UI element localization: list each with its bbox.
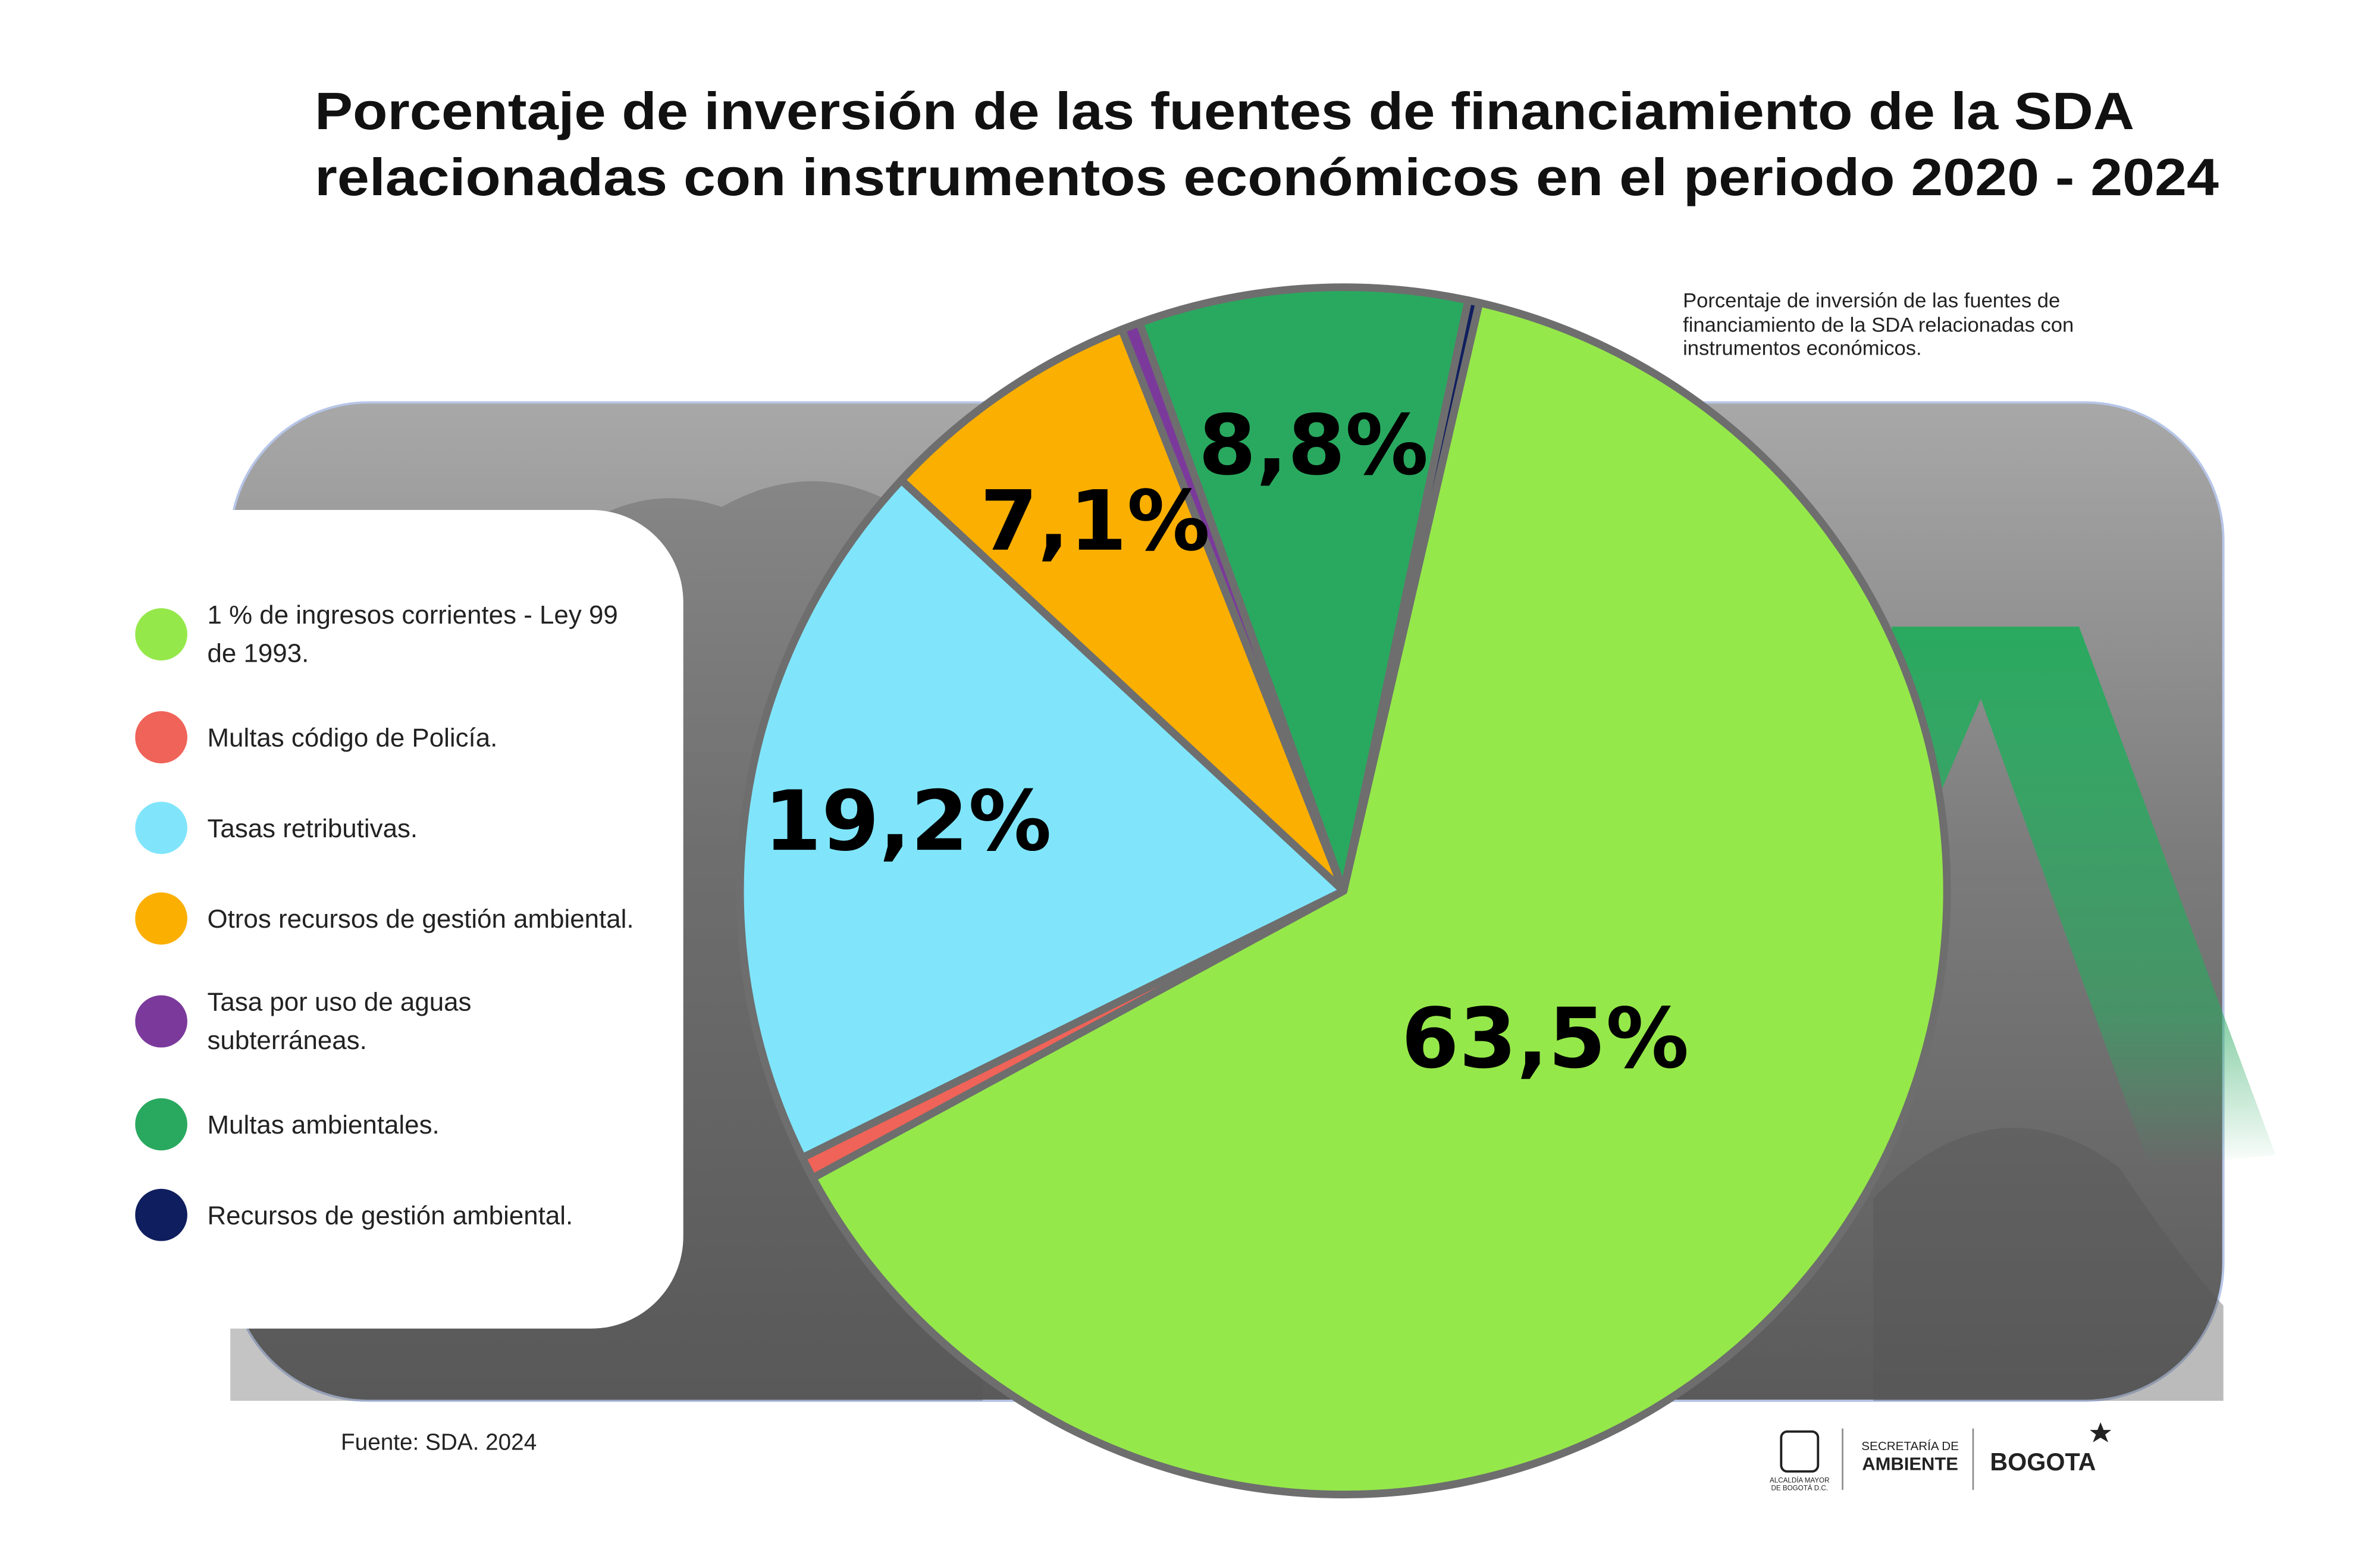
legend: 1 % de ingresos corrientes - Ley 99 de 1… [135, 596, 672, 1241]
legend-swatch [135, 892, 187, 945]
logo-text: AMBIENTE [1862, 1454, 1958, 1475]
legend-entry: Multas ambientales. [135, 1098, 672, 1151]
data-label: 19,2% [764, 773, 1052, 869]
legend-entry: 1 % de ingresos corrientes - Ley 99 de 1… [135, 596, 672, 673]
logo-text: BOGOTA [1990, 1448, 2096, 1476]
legend-label: Otros recursos de gestión ambiental. [207, 904, 634, 934]
legend-swatch [135, 802, 187, 854]
legend-swatch [135, 995, 187, 1048]
legend-swatch [135, 1098, 187, 1151]
data-label: 7,1% [980, 473, 1211, 569]
chart-title: relacionadas con instrumentos económicos… [315, 148, 2219, 206]
logo-text: ALCALDÍA MAYOR [1770, 1476, 1829, 1484]
pie-slice [1340, 296, 1484, 895]
legend-box [84, 509, 683, 1329]
logos: ALCALDÍA MAYOR DE BOGOTÁ D.C. SECRETARÍA… [1770, 1422, 2112, 1492]
logo-text: DE BOGOTÁ D.C. [1771, 1484, 1828, 1492]
legend-entry: Recursos de gestión ambiental. [135, 1188, 672, 1241]
legend-entry: Tasa por uso de aguas subterráneas. [135, 983, 672, 1060]
logo-shape [1892, 627, 2276, 1167]
pie: 63,5% 19,2% 7,1%8,8% [736, 283, 1951, 1499]
legend-entry: Multas código de Policía. [135, 711, 672, 763]
source-note: Fuente: SDA. 2024 [341, 1430, 537, 1455]
legend-swatch [135, 1188, 187, 1241]
legend-label: Tasa por uso de aguas subterráneas. [207, 987, 472, 1056]
legend-label: Multas código de Policía. [207, 722, 498, 752]
legend-swatch [135, 711, 187, 763]
legend-label: Tasas retributivas. [207, 813, 418, 843]
pie-slice [808, 299, 1951, 1499]
data-label: 8,8% [1199, 397, 1429, 493]
hill-decoration [1873, 1128, 2224, 1401]
legend-list: 1 % de ingresos corrientes - Ley 99 de 1… [135, 596, 672, 1241]
legend-label: Recursos de gestión ambiental. [207, 1200, 573, 1230]
logo-text: SECRETARÍA DE [1861, 1439, 1959, 1453]
chart-subtitle: Porcentaje de inversión de las fuentes d… [1683, 289, 2074, 360]
chart-title: Porcentaje de inversión de las fuentes d… [315, 82, 2134, 140]
legend-entry: Otros recursos de gestión ambiental. [135, 892, 672, 945]
legend-swatch [135, 608, 187, 660]
logo-star [2090, 1422, 2112, 1442]
legend-label: 1 % de ingresos corrientes - Ley 99 de 1… [207, 600, 618, 668]
pie-slice [897, 325, 1348, 895]
logo-shield [1780, 1430, 1820, 1473]
pie-slice [1136, 283, 1472, 895]
pie-slice [736, 476, 1348, 1162]
data-label: 63,5% [1401, 990, 1689, 1087]
note-box: Porcentaje de inversión de las fuentes d… [1683, 289, 2074, 360]
legend-entry: Tasas retributivas. [135, 802, 672, 854]
legend-label: Multas ambientales. [207, 1109, 440, 1139]
